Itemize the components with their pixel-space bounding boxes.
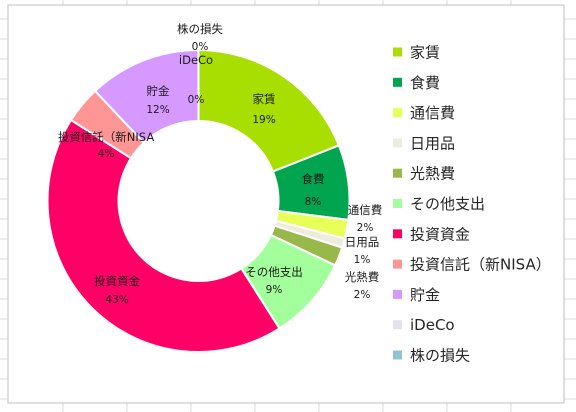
data-label-value: 2% <box>357 222 374 234</box>
data-label-9: iDeCo 0% <box>179 53 213 106</box>
data-label-name: 投資信託（新NISA <box>58 130 155 144</box>
legend-swatch <box>393 229 402 239</box>
legend-swatch <box>393 259 402 269</box>
legend-label: 食費 <box>410 74 440 92</box>
data-label-value: 19% <box>252 114 275 126</box>
legend-swatch <box>393 199 402 208</box>
doughnut-slices <box>46 48 351 353</box>
legend-entry-4: 光熱費 <box>393 165 455 183</box>
legend-label: iDeCo <box>410 316 455 334</box>
data-label-value: 12% <box>146 104 169 116</box>
data-label-4: 光熱費 2% <box>345 270 380 301</box>
data-label-name: 投資資金 <box>94 274 140 288</box>
data-label-name: 光熱費 <box>345 270 380 284</box>
data-label-name: 食費 <box>302 172 325 186</box>
legend-label: 投資資金 <box>410 225 470 243</box>
legend-label: 家賃 <box>410 44 440 62</box>
legend-swatch <box>393 47 402 57</box>
legend-entry-1: 食費 <box>393 74 440 92</box>
legend-swatch <box>393 168 402 178</box>
data-label-10: 株の損失 0% <box>177 22 223 53</box>
slice-8 <box>93 48 200 145</box>
legend-label: 日用品 <box>410 134 455 152</box>
legend-swatch <box>393 350 402 360</box>
slice-0 <box>197 48 341 173</box>
legend-entry-9: iDeCo <box>393 316 455 334</box>
data-label-name: 通信費 <box>348 203 383 217</box>
legend-label: 光熱費 <box>410 165 455 183</box>
legend-entry-6: 投資資金 <box>393 225 470 243</box>
data-label-name: 家賃 <box>253 92 276 106</box>
legend-swatch <box>393 320 402 330</box>
data-label-6: 投資資金 43% <box>94 274 140 306</box>
legend-label: 株の損失 <box>410 347 470 365</box>
data-label-value: 43% <box>105 294 128 306</box>
data-label-value: 0% <box>188 94 205 106</box>
legend-entry-8: 貯金 <box>393 286 440 304</box>
data-label-value: 1% <box>354 254 371 266</box>
data-label-1: 食費 8% <box>302 172 325 208</box>
legend-entry-3: 日用品 <box>393 134 455 152</box>
data-label-2: 通信費 2% <box>348 203 383 234</box>
legend-swatch <box>393 108 402 118</box>
data-label-0: 家賃 19% <box>252 92 275 126</box>
data-label-7: 投資信託（新NISA 4% <box>58 130 155 160</box>
data-label-name: 株の損失 <box>177 22 223 36</box>
data-label-value: 4% <box>98 148 115 160</box>
legend-swatch <box>393 77 402 87</box>
slice-6 <box>46 118 281 353</box>
legend-entry-10: 株の損失 <box>393 347 470 365</box>
data-label-name: その他支出 <box>245 265 303 279</box>
data-label-name: 日用品 <box>345 235 380 249</box>
data-label-value: 8% <box>305 196 322 208</box>
legend-entry-2: 通信費 <box>393 104 455 122</box>
legend-entry-7: 投資信託（新NISA） <box>393 256 551 274</box>
data-label-name: iDeCo <box>179 53 213 67</box>
data-label-3: 日用品 1% <box>345 235 380 266</box>
data-label-value: 9% <box>266 284 283 296</box>
legend-label: 貯金 <box>410 286 440 304</box>
legend-label: 通信費 <box>410 104 455 122</box>
legend-swatch <box>393 138 402 148</box>
data-labels: 家賃19%食費8%通信費2%日用品1%光熱費2%その他支出9%投資資金43%投資… <box>58 22 382 306</box>
legend-entry-0: 家賃 <box>393 44 440 62</box>
data-label-5: その他支出 9% <box>245 265 303 296</box>
data-label-name: 貯金 <box>147 84 170 98</box>
legend-label: 投資信託（新NISA） <box>410 256 551 274</box>
data-label-value: 0% <box>192 41 209 53</box>
data-label-value: 2% <box>354 289 371 301</box>
legend-entry-5: その他支出 <box>393 195 485 213</box>
legend-label: その他支出 <box>410 195 485 213</box>
legend-swatch <box>393 289 402 299</box>
data-label-8: 貯金 12% <box>146 84 170 116</box>
